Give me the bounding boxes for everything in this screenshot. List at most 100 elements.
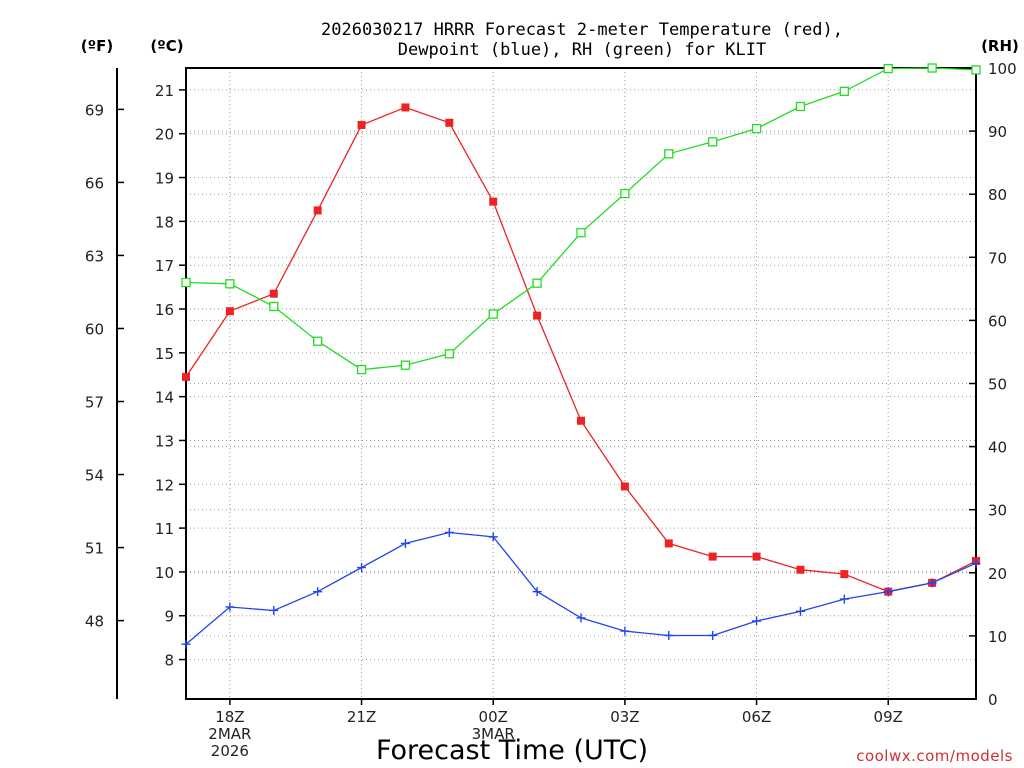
rh-unit-label: (RH): [981, 37, 1019, 55]
x-tick-label: 18Z: [215, 708, 244, 726]
rh-point: [225, 279, 235, 289]
rh-point: [664, 149, 674, 159]
temperature-point: [664, 539, 673, 548]
rh-point: [883, 63, 893, 74]
rh-point: [313, 336, 323, 346]
x-tick-label: 2MAR: [208, 725, 251, 743]
temperature-point: [182, 372, 190, 381]
x-tick-label: 2026: [211, 742, 249, 760]
temperature-point: [796, 565, 805, 574]
rh-point: [708, 137, 718, 147]
dewpoint-point: [400, 538, 410, 548]
celsius-tick-label: 8: [164, 652, 174, 670]
rh-tick-label: 20: [988, 565, 1007, 583]
dewpoint-line: [185, 531, 977, 645]
dewpoint-point: [576, 613, 586, 623]
x-tick-label: 21Z: [347, 708, 376, 726]
rh-point: [269, 301, 279, 312]
rh-tick-label: 50: [988, 376, 1007, 394]
temperature-point: [533, 311, 542, 320]
fahrenheit-tick-label: 48: [85, 613, 104, 631]
celsius-unit-label: (ºC): [150, 37, 183, 55]
x-tick-label: 00Z: [479, 708, 508, 726]
x-tick-label: 3MAR: [472, 725, 515, 743]
temperature-point: [357, 120, 366, 129]
rh-point: [971, 65, 981, 75]
celsius-tick-label: 9: [164, 608, 174, 626]
rh-point: [444, 349, 454, 359]
dewpoint-point: [708, 630, 718, 640]
rh-point: [400, 360, 411, 370]
rh-point: [576, 228, 586, 238]
temperature-point: [401, 103, 410, 112]
rh-point: [488, 309, 498, 319]
celsius-tick-label: 15: [155, 345, 174, 363]
celsius-tick-label: 13: [155, 432, 174, 450]
celsius-tick-label: 21: [155, 82, 174, 100]
temperature-point: [752, 552, 761, 561]
fahrenheit-tick-label: 60: [85, 320, 104, 338]
temperature-point: [225, 307, 234, 316]
dewpoint-point: [269, 605, 279, 615]
fahrenheit-tick-label: 63: [85, 247, 104, 265]
temperature-point: [269, 289, 278, 298]
dewpoint-point: [313, 587, 323, 597]
fahrenheit-unit-label: (ºF): [81, 37, 113, 55]
celsius-tick-label: 16: [155, 301, 174, 319]
temperature-point: [489, 197, 498, 206]
rh-point: [839, 86, 849, 96]
rh-point: [795, 101, 806, 112]
credit-text: coolwx.com/models: [856, 747, 1013, 765]
rh-point: [751, 123, 762, 134]
rh-tick-label: 100: [988, 60, 1017, 78]
fahrenheit-tick-label: 54: [85, 467, 104, 485]
temperature-point: [708, 552, 717, 561]
rh-tick-label: 10: [988, 628, 1007, 646]
rh-tick-label: 30: [988, 502, 1007, 520]
dewpoint-point: [752, 616, 762, 626]
data-series: [181, 63, 981, 649]
grid-lines: [186, 67, 976, 700]
dewpoint-point: [444, 527, 454, 537]
celsius-tick-label: 17: [155, 257, 174, 275]
temperature-point: [313, 206, 322, 215]
rh-line: [185, 67, 977, 371]
dewpoint-point: [488, 532, 498, 542]
plot-frame: [185, 67, 977, 700]
rh-point: [532, 278, 542, 288]
dewpoint-point: [620, 626, 630, 636]
dewpoint-point: [795, 606, 805, 616]
temperature-point: [577, 416, 585, 425]
dewpoint-point: [225, 602, 235, 612]
temperature-point: [445, 118, 454, 127]
celsius-tick-label: 10: [155, 564, 174, 582]
temperature-line: [185, 106, 977, 593]
temperature-point: [840, 570, 849, 579]
x-tick-label: 09Z: [874, 708, 903, 726]
dewpoint-point: [181, 639, 191, 649]
x-tick-label: 03Z: [610, 708, 639, 726]
dewpoint-point: [532, 587, 542, 597]
chart-title-line2: Dewpoint (blue), RH (green) for KLIT: [398, 40, 766, 60]
chart-title-line1: 2026030217 HRRR Forecast 2-meter Tempera…: [321, 20, 843, 40]
dewpoint-point: [883, 587, 893, 597]
celsius-tick-label: 12: [155, 476, 174, 494]
rh-point: [356, 364, 367, 375]
fahrenheit-tick-label: 51: [85, 540, 104, 558]
rh-point: [181, 277, 191, 288]
rh-point: [620, 188, 630, 199]
fahrenheit-tick-label: 69: [85, 101, 104, 119]
fahrenheit-tick-label: 57: [85, 394, 104, 412]
x-tick-label: 06Z: [742, 708, 771, 726]
x-axis-title: Forecast Time (UTC): [376, 735, 648, 766]
celsius-tick-label: 20: [155, 126, 174, 144]
dewpoint-point: [971, 558, 981, 568]
rh-tick-label: 70: [988, 249, 1007, 267]
celsius-tick-label: 14: [155, 389, 174, 407]
dewpoint-point: [357, 563, 367, 573]
celsius-tick-label: 11: [155, 520, 174, 538]
rh-tick-label: 40: [988, 439, 1007, 457]
rh-tick-label: 60: [988, 312, 1007, 330]
celsius-tick-label: 19: [155, 170, 174, 188]
